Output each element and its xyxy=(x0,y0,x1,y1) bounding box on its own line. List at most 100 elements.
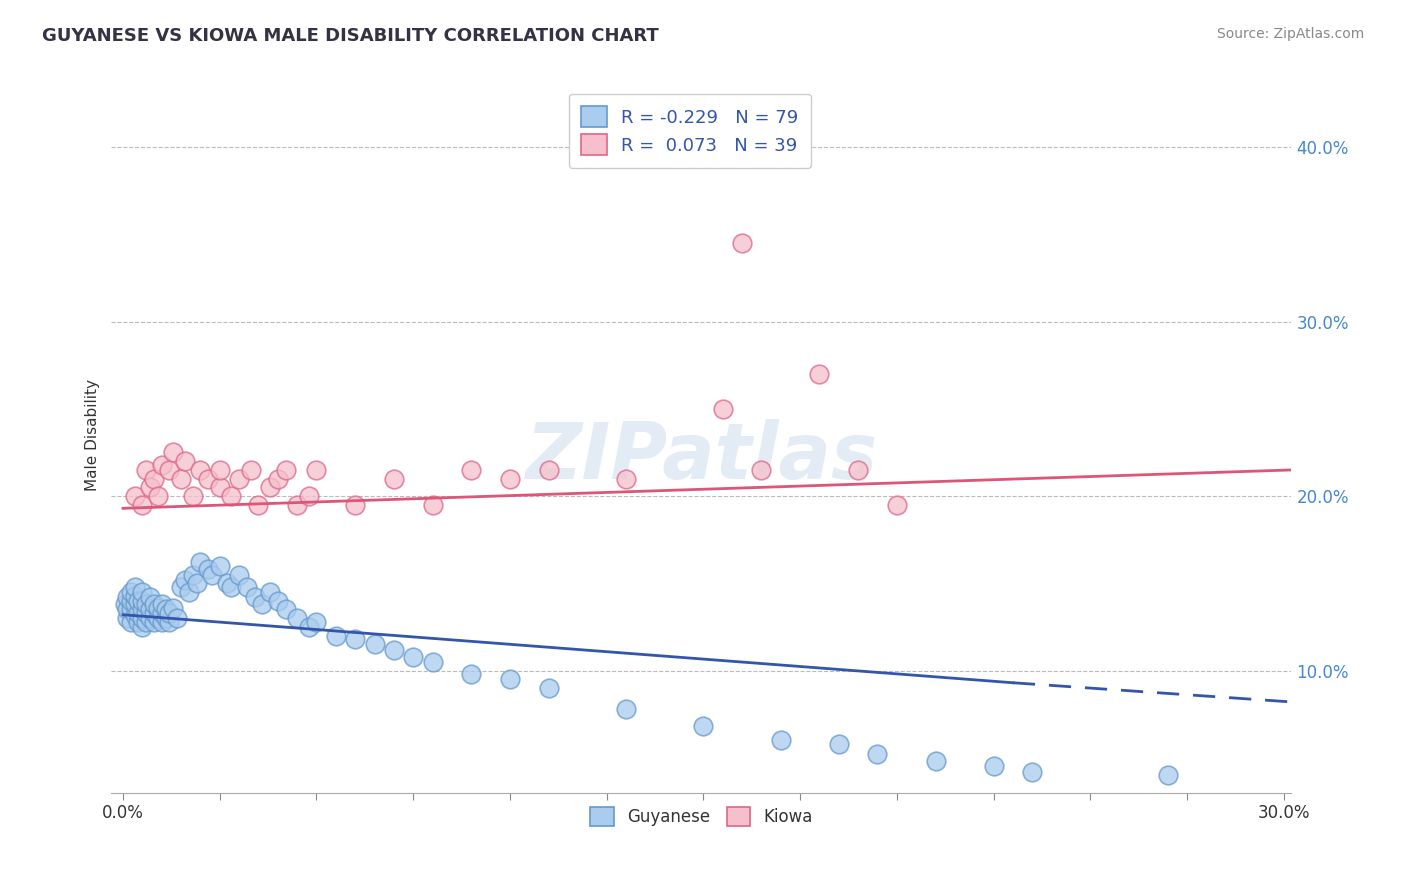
Point xyxy=(267,594,290,608)
Point xyxy=(422,655,444,669)
Point xyxy=(252,597,274,611)
Point xyxy=(221,489,243,503)
Point xyxy=(143,606,166,620)
Point xyxy=(285,611,308,625)
Point xyxy=(115,602,138,616)
Point xyxy=(159,606,181,620)
Point xyxy=(155,611,177,625)
Text: Source: ZipAtlas.com: Source: ZipAtlas.com xyxy=(1216,27,1364,41)
Point xyxy=(135,597,157,611)
Point xyxy=(402,649,425,664)
Point xyxy=(139,611,162,625)
Point xyxy=(159,463,181,477)
Point xyxy=(614,702,637,716)
Legend: Guyanese, Kiowa: Guyanese, Kiowa xyxy=(582,798,821,834)
Point xyxy=(131,620,153,634)
Point xyxy=(247,498,270,512)
Point xyxy=(146,600,169,615)
Point xyxy=(131,498,153,512)
Point xyxy=(305,615,328,629)
Point xyxy=(124,580,146,594)
Point xyxy=(751,463,773,477)
Point xyxy=(344,498,367,512)
Point xyxy=(298,620,321,634)
Point xyxy=(131,611,153,625)
Point xyxy=(139,480,162,494)
Point xyxy=(221,580,243,594)
Point xyxy=(174,454,197,468)
Point xyxy=(344,632,367,647)
Point xyxy=(190,463,212,477)
Point xyxy=(228,567,250,582)
Point xyxy=(166,611,188,625)
Point xyxy=(181,567,204,582)
Point xyxy=(174,573,197,587)
Point xyxy=(128,594,150,608)
Point xyxy=(135,615,157,629)
Point xyxy=(181,489,204,503)
Point xyxy=(808,367,831,381)
Point xyxy=(201,567,224,582)
Point xyxy=(135,463,157,477)
Point xyxy=(731,236,754,251)
Point xyxy=(217,576,239,591)
Point xyxy=(135,606,157,620)
Point xyxy=(866,747,889,762)
Point xyxy=(460,463,482,477)
Point xyxy=(143,615,166,629)
Point xyxy=(124,597,146,611)
Point xyxy=(150,606,173,620)
Point xyxy=(128,615,150,629)
Point xyxy=(274,602,297,616)
Point xyxy=(159,615,181,629)
Point xyxy=(128,606,150,620)
Point xyxy=(537,681,560,695)
Y-axis label: Male Disability: Male Disability xyxy=(86,379,100,491)
Point xyxy=(131,602,153,616)
Point xyxy=(537,463,560,477)
Point xyxy=(267,472,290,486)
Point xyxy=(162,600,184,615)
Point xyxy=(499,472,522,486)
Point xyxy=(208,463,231,477)
Point xyxy=(363,637,385,651)
Point xyxy=(846,463,869,477)
Point xyxy=(139,602,162,616)
Point xyxy=(124,607,146,622)
Point xyxy=(143,597,166,611)
Point xyxy=(239,463,262,477)
Point xyxy=(197,472,219,486)
Point xyxy=(828,737,851,751)
Point xyxy=(499,673,522,687)
Point xyxy=(170,472,193,486)
Point xyxy=(259,480,281,494)
Point xyxy=(115,591,138,605)
Point xyxy=(146,611,169,625)
Point xyxy=(143,472,166,486)
Point xyxy=(614,472,637,486)
Point xyxy=(155,602,177,616)
Point xyxy=(325,629,347,643)
Point xyxy=(208,558,231,573)
Point xyxy=(460,667,482,681)
Point xyxy=(124,489,146,503)
Point xyxy=(120,594,142,608)
Point xyxy=(114,597,136,611)
Point xyxy=(115,611,138,625)
Point xyxy=(298,489,321,503)
Point xyxy=(120,585,142,599)
Point xyxy=(124,589,146,603)
Point xyxy=(243,591,266,605)
Point xyxy=(228,472,250,486)
Point xyxy=(422,498,444,512)
Point xyxy=(886,498,908,512)
Point xyxy=(150,597,173,611)
Point xyxy=(259,585,281,599)
Text: GUYANESE VS KIOWA MALE DISABILITY CORRELATION CHART: GUYANESE VS KIOWA MALE DISABILITY CORREL… xyxy=(42,27,659,45)
Point xyxy=(146,489,169,503)
Point xyxy=(305,463,328,477)
Point xyxy=(208,480,231,494)
Point xyxy=(131,594,153,608)
Point xyxy=(197,562,219,576)
Point xyxy=(382,642,405,657)
